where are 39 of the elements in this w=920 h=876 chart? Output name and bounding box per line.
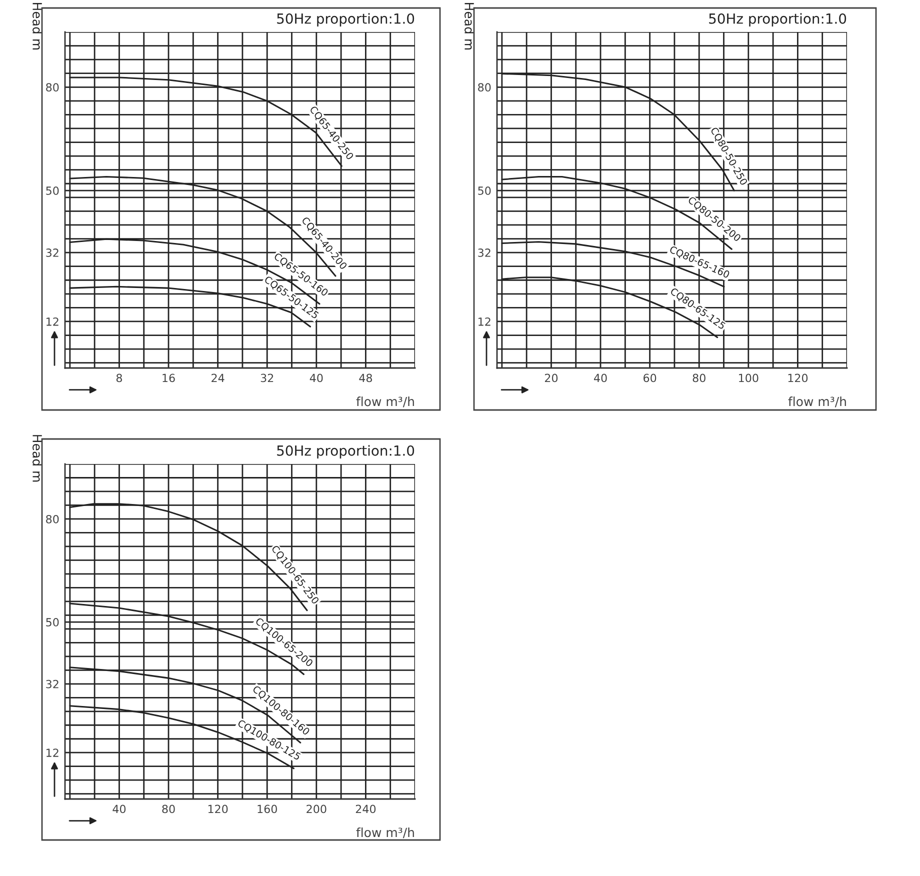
x-tick-label: 8 [116, 374, 122, 382]
x-tick-label: 100 [739, 374, 758, 382]
x-axis-title: flow m³/h [788, 396, 846, 408]
y-tick-label: 50 [46, 618, 59, 626]
chart-title: 50Hz proportion:1.0 [709, 13, 846, 27]
x-tick-label: 200 [306, 804, 326, 814]
y-tick-label: 50 [478, 186, 491, 195]
y-tick-label: 80 [478, 83, 491, 92]
x-tick-label: 40 [594, 374, 607, 382]
y-tick-label: 50 [46, 186, 59, 195]
x-tick-label: 120 [208, 804, 228, 814]
x-tick-label: 240 [356, 804, 376, 814]
x-axis-title: flow m³/h [356, 396, 414, 408]
y-tick-label: 32 [46, 680, 58, 688]
x-tick-label: 32 [260, 374, 274, 382]
x-tick-label: 160 [258, 804, 277, 814]
y-tick-label: 80 [46, 83, 59, 92]
y-tick-label: 12 [46, 748, 58, 757]
x-axis-title: flow m³/h [356, 827, 414, 838]
y-tick-label: 12 [478, 317, 490, 326]
y-axis-title: Head m [32, 2, 42, 50]
x-tick-label: 40 [310, 374, 323, 382]
y-tick-label: 12 [46, 317, 58, 326]
x-tick-label: 40 [112, 804, 126, 814]
x-tick-label: 24 [212, 374, 224, 382]
x-tick-label: 80 [692, 374, 706, 382]
x-tick-label: 48 [359, 374, 372, 382]
x-tick-label: 120 [788, 374, 808, 382]
y-axis-title: Head m [32, 435, 42, 482]
y-tick-label: 80 [46, 514, 59, 524]
y-axis-title: Head m [464, 2, 474, 50]
y-tick-label: 32 [478, 248, 490, 257]
chart-title: 50Hz proportion:1.0 [277, 13, 414, 27]
y-tick-label: 32 [46, 248, 58, 257]
x-tick-label: 16 [162, 374, 175, 382]
x-tick-label: 60 [644, 374, 656, 382]
chart-title: 50Hz proportion:1.0 [277, 445, 414, 459]
x-tick-label: 80 [162, 804, 175, 814]
x-tick-label: 20 [544, 374, 558, 382]
